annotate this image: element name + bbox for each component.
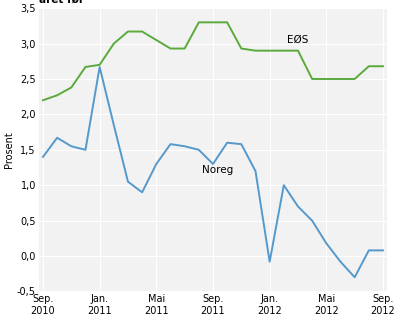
Text: Harmonisert konsumprisindeks. Prosentvis endring frå same månad
året før: Harmonisert konsumprisindeks. Prosentvis… <box>39 0 400 5</box>
Y-axis label: Prosent: Prosent <box>4 132 14 168</box>
Text: EØS: EØS <box>287 35 308 45</box>
Text: Noreg: Noreg <box>202 165 233 175</box>
